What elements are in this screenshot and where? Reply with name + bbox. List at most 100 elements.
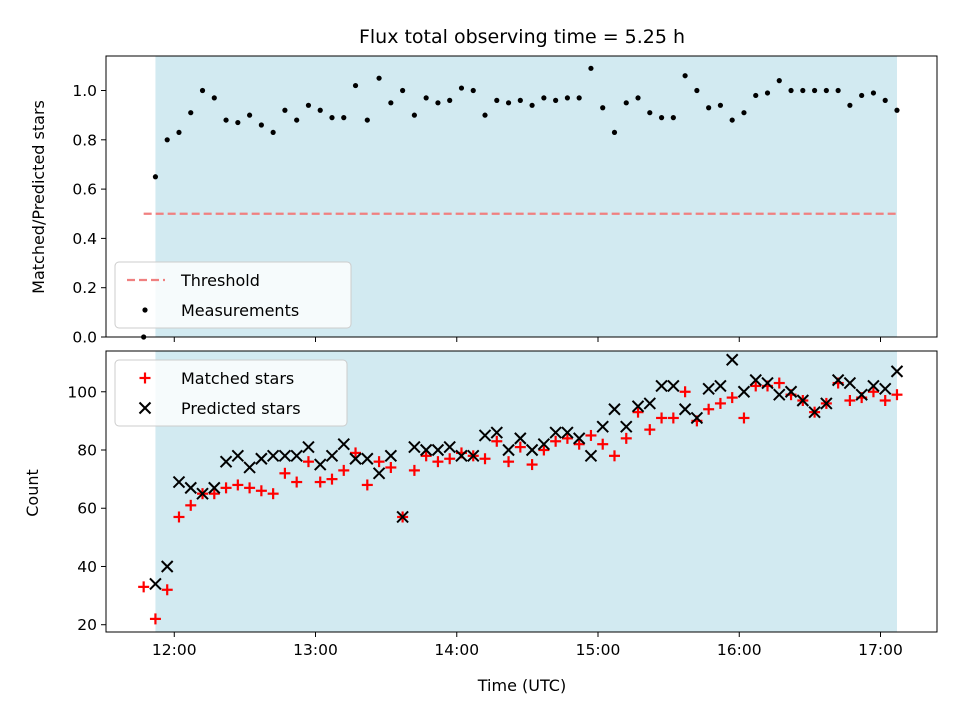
top-series-0-point	[588, 65, 594, 71]
bottom-series-0-point	[514, 441, 526, 453]
bottom-series-1-point	[631, 400, 645, 413]
top-chart-title: Flux total observing time = 5.25 h	[359, 26, 685, 48]
bottom-series-1-point	[761, 376, 774, 390]
bottom-series-0-point	[350, 447, 362, 459]
top-series-0-point	[623, 100, 629, 106]
top-y-tick-label: 0.4	[72, 230, 97, 248]
top-series-0-point	[564, 95, 571, 101]
bottom-legend-swatch-0	[139, 372, 151, 384]
bottom-series-0-point	[302, 456, 314, 468]
bottom-series-0-point	[644, 424, 656, 436]
bottom-series-1-point	[690, 411, 704, 425]
bottom-series-1-point	[384, 449, 398, 463]
bottom-series-0-point	[244, 482, 256, 494]
bottom-series-0-point	[185, 499, 197, 511]
bottom-series-0-point	[526, 459, 538, 471]
top-y-tick-label: 1.0	[72, 82, 97, 100]
bottom-series-1-point	[467, 449, 480, 463]
bottom-series-1-point	[278, 449, 292, 463]
bottom-series-0-point	[867, 386, 879, 398]
top-series-0-point	[164, 137, 170, 143]
bottom-series-1-point	[608, 403, 621, 416]
top-series-0-point	[823, 87, 829, 94]
bottom-series-0-point	[279, 467, 291, 479]
bottom-series-1-point	[596, 420, 609, 433]
bottom-series-1-point	[843, 376, 857, 390]
bottom-series-1-point	[231, 449, 245, 463]
top-legend: Threshold Measurements	[114, 261, 352, 329]
x-tick-label: 17:00	[858, 641, 903, 659]
top-series-0-point	[388, 100, 394, 106]
bottom-series-0-point	[373, 456, 385, 468]
bottom-series-0-point	[503, 456, 515, 468]
top-series-0-point	[600, 105, 606, 111]
top-series-0-point	[788, 87, 794, 94]
bottom-series-0-point	[620, 432, 632, 444]
top-series-0-point	[494, 97, 500, 103]
top-series-0-point	[576, 95, 582, 101]
top-series-0-point	[811, 87, 818, 94]
bottom-series-1-point	[561, 426, 574, 439]
bottom-series-1-point	[796, 394, 810, 407]
bottom-series-1-point	[537, 437, 551, 451]
top-series-0-point	[800, 87, 806, 94]
bottom-panel: 20 40 60 80 100 12:00 13:00 14:00 15:00 16:00 17:0…	[67, 350, 938, 659]
bottom-series-1-point	[890, 365, 904, 378]
bottom-series-0-point	[891, 389, 903, 401]
bottom-series-1-point	[408, 440, 421, 454]
bottom-series-1	[149, 353, 904, 591]
top-series-0-point	[400, 87, 406, 94]
bottom-series-1-point	[490, 426, 503, 439]
bottom-series-1-point	[549, 426, 562, 439]
top-series-0-point	[764, 90, 771, 96]
x-tick-label: 12:00	[152, 641, 197, 659]
top-series-0-point	[352, 82, 359, 89]
top-series-0-point	[882, 97, 888, 103]
top-series-0-point	[341, 115, 347, 121]
top-series-0-point	[505, 100, 512, 106]
bottom-series-0-point	[750, 380, 762, 392]
top-series-0-point	[694, 87, 700, 94]
top-series-0-point	[364, 117, 370, 123]
top-series-0-point	[529, 102, 535, 108]
bottom-series-0-point	[714, 397, 726, 409]
bottom-legend: Matched stars Predicted stars	[114, 359, 348, 427]
bottom-series-0-point	[773, 377, 785, 389]
top-series-0-point	[870, 90, 877, 96]
top-series-0-point	[411, 112, 417, 118]
bottom-series-1-point	[620, 420, 633, 433]
top-series-0-point	[517, 97, 523, 103]
top-series-0-point	[859, 92, 865, 99]
bottom-series-1-point	[431, 443, 445, 457]
bottom-series-1-point	[396, 510, 409, 524]
bottom-y-tick-label: 60	[77, 500, 97, 518]
bottom-series-0-point	[738, 412, 750, 424]
bottom-series-0-point	[149, 613, 161, 625]
top-series-0-point	[611, 129, 618, 136]
top-series-0-point	[223, 117, 229, 123]
top-series-0-point	[294, 117, 300, 123]
bottom-series-0-point	[326, 473, 338, 485]
bottom-series-1-point	[255, 452, 268, 465]
bottom-series-0-point	[726, 392, 738, 404]
bottom-series-0-point	[173, 511, 185, 523]
top-series-0-point	[847, 102, 853, 108]
top-series-0-point	[188, 110, 194, 116]
top-series-0-point	[152, 174, 159, 180]
bottom-series-1-point	[737, 385, 751, 398]
top-axes-frame	[105, 55, 938, 338]
top-series-0-point	[753, 92, 759, 99]
bottom-legend-swatch-1	[138, 401, 152, 415]
bottom-series-1-point	[349, 452, 362, 465]
bottom-series-1-point	[219, 455, 233, 468]
bottom-series-1-point	[443, 440, 456, 454]
top-series-0-point	[247, 112, 253, 118]
bottom-series-0-point	[573, 438, 585, 450]
top-series-0-point	[211, 95, 217, 101]
bottom-series-1-point	[455, 449, 468, 463]
bottom-series-0-point	[632, 406, 644, 418]
top-legend-box	[114, 261, 352, 329]
bottom-series-0-point	[385, 461, 397, 473]
top-series-0-point	[741, 110, 747, 116]
